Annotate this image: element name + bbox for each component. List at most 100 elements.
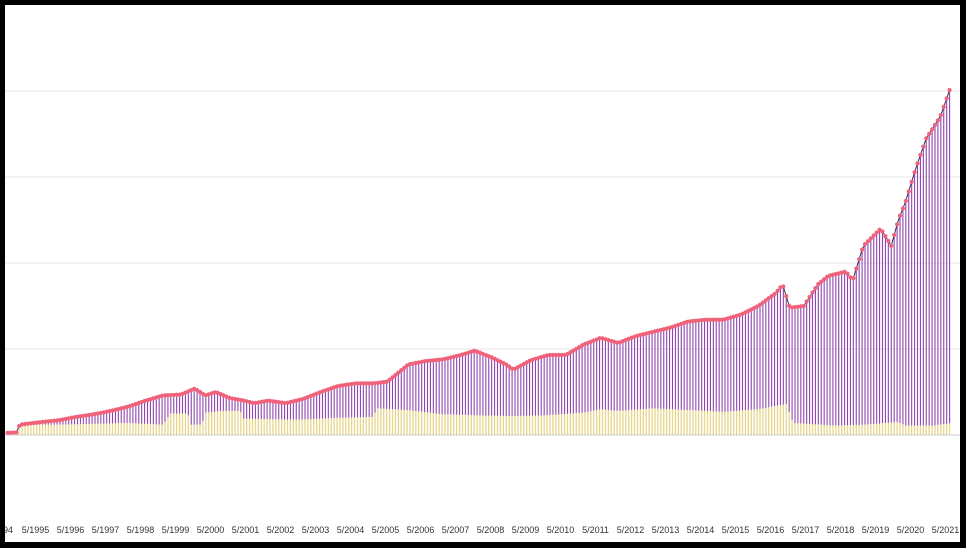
data-point-marker [883, 234, 888, 239]
total-line-series [7, 89, 951, 434]
data-point-marker [944, 96, 949, 101]
data-point-marker [781, 284, 786, 289]
data-point-marker [927, 131, 932, 136]
data-point-marker [903, 198, 908, 203]
x-tick-label: 5/2009 [512, 525, 540, 535]
data-point-marker [859, 247, 865, 252]
x-tick-label: 5/2017 [792, 525, 820, 535]
data-point-marker [705, 317, 710, 322]
x-axis-ticks: 94 5/1995 5/1996 5/1997 5/1998 5/1999 5/2000 5/… [5, 525, 959, 535]
data-point-marker [862, 241, 868, 247]
x-tick-label: 5/1997 [92, 525, 120, 535]
x-tick-label: 5/2012 [617, 525, 645, 535]
data-point-marker [816, 281, 821, 287]
data-point-marker [894, 222, 900, 227]
data-point-marker [871, 233, 876, 238]
data-point-marker [947, 87, 952, 93]
x-tick-label: 5/2019 [862, 525, 890, 535]
stacked-bar-line-chart: 94 5/1995 5/1996 5/1997 5/1998 5/1999 5/2000 5/… [5, 87, 960, 535]
data-point-marker [865, 239, 871, 244]
x-tick-label: 5/2010 [547, 525, 575, 535]
x-tick-label: 5/2011 [582, 525, 609, 535]
grid-lines [5, 90, 960, 350]
chart-frame: 94 5/1995 5/1996 5/1997 5/1998 5/1999 5/2000 5/… [5, 5, 960, 542]
data-point-marker [874, 230, 879, 235]
data-point-marker [892, 232, 897, 238]
data-point-marker [393, 372, 398, 378]
x-tick-label: 5/2014 [687, 525, 715, 535]
data-point-marker [556, 352, 561, 358]
data-point-marker [941, 104, 946, 109]
data-point-marker [918, 152, 923, 158]
data-point-marker [367, 381, 372, 386]
data-point-marker [810, 290, 815, 295]
data-point-marker [390, 375, 395, 380]
x-tick-label: 5/2021 [932, 525, 960, 535]
data-point-marker [361, 381, 366, 386]
data-point-marker [547, 352, 553, 358]
data-point-marker [909, 179, 914, 184]
data-point-marker [504, 362, 509, 367]
data-point-marker [766, 296, 771, 301]
data-point-marker [396, 370, 401, 375]
data-point-marker [929, 127, 935, 132]
data-point-marker [889, 243, 894, 248]
data-point-marker [845, 271, 850, 276]
data-point-marker [760, 300, 766, 305]
data-point-marker [924, 136, 929, 141]
x-tick-label: 5/1995 [22, 525, 50, 535]
data-point-marker [886, 238, 891, 244]
data-point-marker [717, 317, 722, 322]
data-point-marker [559, 352, 564, 358]
data-point-marker [932, 122, 938, 127]
marker-series [5, 87, 952, 435]
x-tick-label: 5/2015 [722, 525, 750, 535]
data-point-marker [868, 236, 873, 241]
data-point-marker [938, 113, 943, 118]
base-bars-series [6, 404, 951, 435]
data-point-marker [921, 144, 926, 149]
data-point-marker [355, 381, 360, 386]
data-point-marker [880, 229, 885, 234]
data-point-marker [399, 368, 404, 373]
data-point-marker [854, 266, 859, 271]
data-point-marker [772, 291, 777, 297]
data-point-marker [364, 381, 369, 386]
data-point-marker [915, 161, 920, 166]
data-point-marker [784, 294, 789, 299]
data-point-marker [402, 365, 407, 370]
data-point-marker [769, 294, 774, 299]
data-point-marker [897, 213, 903, 218]
x-tick-label: 5/2004 [337, 525, 365, 535]
x-tick-label: 5/2005 [372, 525, 400, 535]
x-tick-label: 5/1999 [162, 525, 190, 535]
data-point-marker [857, 257, 862, 262]
x-tick-label: 5/2006 [407, 525, 435, 535]
data-point-marker [819, 279, 824, 284]
data-point-marker [714, 317, 719, 322]
x-tick-label: 5/2020 [897, 525, 925, 535]
x-tick-label: 5/2016 [757, 525, 785, 535]
data-point-marker [711, 317, 716, 322]
data-point-marker [507, 364, 512, 369]
data-point-marker [358, 381, 363, 386]
x-tick-label: 5/2018 [827, 525, 855, 535]
x-tick-label: 5/2007 [442, 525, 470, 535]
data-point-marker [509, 366, 515, 371]
x-tick-label: 5/2000 [197, 525, 225, 535]
data-point-marker [801, 303, 806, 309]
data-point-marker [14, 430, 19, 435]
data-point-marker [935, 118, 941, 123]
x-tick-label: 5/2008 [477, 525, 505, 535]
x-tick-label: 5/1998 [127, 525, 155, 535]
data-point-marker [550, 352, 556, 358]
data-point-marker [763, 298, 768, 303]
x-tick-label: 94 [5, 525, 13, 535]
data-point-marker [851, 276, 856, 281]
data-point-marker [813, 285, 818, 291]
data-point-marker [775, 288, 780, 294]
x-tick-label: 5/2013 [652, 525, 680, 535]
x-tick-label: 5/1996 [57, 525, 85, 535]
data-point-marker [553, 352, 558, 358]
data-point-marker [597, 336, 602, 341]
